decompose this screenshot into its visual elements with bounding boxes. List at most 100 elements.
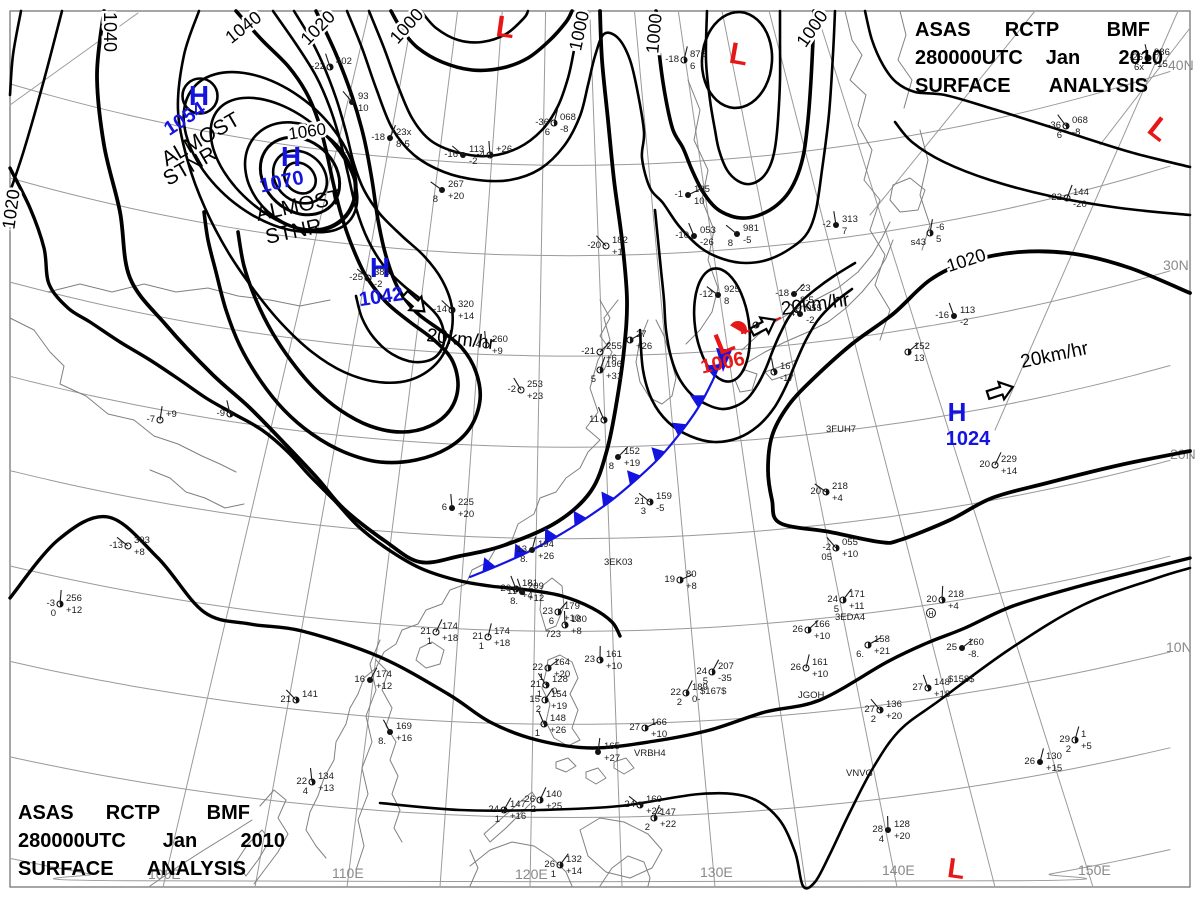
svg-text:+25: +25 [546, 801, 562, 812]
svg-text:27: 27 [629, 722, 640, 733]
svg-text:147: 147 [510, 799, 526, 810]
svg-text:+8: +8 [571, 626, 582, 637]
svg-text:6.: 6. [856, 649, 864, 660]
svg-text:218: 218 [948, 589, 964, 600]
svg-text:160: 160 [968, 637, 984, 648]
svg-text:-7: -7 [147, 414, 155, 425]
svg-text:SURFACE: SURFACE [915, 75, 1011, 97]
svg-text:313: 313 [842, 214, 858, 225]
svg-text:+20: +20 [886, 711, 902, 722]
svg-text:986: 986 [1154, 47, 1170, 58]
svg-text:174: 174 [442, 621, 458, 632]
svg-text:3: 3 [641, 506, 646, 517]
svg-text:1: 1 [479, 641, 484, 652]
svg-text:1040: 1040 [100, 12, 120, 52]
svg-text:+10: +10 [651, 729, 667, 740]
svg-text:+8: +8 [134, 547, 145, 558]
svg-text:148: 148 [934, 677, 950, 688]
svg-text:21: 21 [420, 626, 431, 637]
svg-text:1: 1 [1081, 729, 1086, 740]
svg-text:+10: +10 [812, 669, 828, 680]
svg-text:-18: -18 [775, 288, 789, 299]
svg-text:+13: +13 [318, 783, 334, 794]
svg-text:8: 8 [609, 461, 614, 472]
svg-text:1: 1 [427, 636, 432, 647]
svg-text:-2: -2 [374, 279, 382, 290]
svg-text:-8.: -8. [968, 649, 979, 660]
svg-text:+22: +22 [646, 806, 662, 817]
svg-text:181: 181 [522, 578, 538, 589]
svg-text:RCTP: RCTP [106, 802, 160, 824]
svg-text:-5: -5 [656, 503, 664, 514]
svg-text:8-5: 8-5 [800, 295, 814, 306]
svg-text:VRBH4: VRBH4 [634, 748, 666, 759]
svg-text:05: 05 [821, 552, 832, 563]
svg-text:1: 1 [539, 672, 544, 683]
svg-text:VNVG: VNVG [846, 768, 873, 779]
svg-text:+22: +22 [660, 819, 676, 830]
svg-text:3EDA4: 3EDA4 [835, 612, 865, 623]
svg-text:6: 6 [1057, 130, 1062, 141]
svg-text:160: 160 [646, 794, 662, 805]
svg-text:-36: -36 [535, 117, 549, 128]
svg-text:1: 1 [551, 869, 556, 880]
svg-text:876: 876 [690, 49, 706, 60]
svg-text:93: 93 [358, 91, 369, 102]
svg-text:21: 21 [530, 679, 541, 690]
svg-text:-20: -20 [1073, 199, 1087, 210]
svg-text:1: 1 [535, 728, 540, 739]
svg-text:+16: +16 [396, 733, 412, 744]
svg-text:-1: -1 [675, 189, 683, 200]
svg-text:8-5: 8-5 [396, 139, 410, 150]
svg-text:068: 068 [1072, 115, 1088, 126]
svg-text:L: L [946, 852, 967, 885]
svg-text:925: 925 [724, 284, 740, 295]
svg-text:148: 148 [550, 713, 566, 724]
svg-text:182: 182 [612, 235, 628, 246]
svg-text:+26: +26 [496, 144, 512, 155]
svg-text:-2: -2 [806, 315, 814, 326]
svg-text:+21: +21 [874, 646, 890, 657]
svg-text:0: 0 [51, 608, 56, 619]
svg-text:+26: +26 [538, 551, 554, 562]
svg-text:28: 28 [872, 824, 883, 835]
svg-text:132: 132 [566, 854, 582, 865]
svg-text:+8: +8 [686, 581, 697, 592]
svg-text:209: 209 [528, 581, 544, 592]
svg-text:30N: 30N [1163, 257, 1189, 273]
svg-text:+23: +23 [527, 391, 543, 402]
svg-text:1: 1 [495, 814, 500, 825]
svg-text:$158$: $158$ [948, 674, 975, 685]
svg-text:+26: +26 [550, 725, 566, 736]
svg-text:218: 218 [832, 481, 848, 492]
svg-text:L: L [1141, 111, 1176, 148]
svg-text:-9: -9 [217, 408, 225, 419]
svg-text:158: 158 [874, 634, 890, 645]
svg-text:+10: +10 [814, 631, 830, 642]
svg-text:+20: +20 [554, 669, 570, 680]
svg-text:7: 7 [842, 226, 847, 237]
svg-text:161: 161 [606, 649, 622, 660]
svg-text:+15: +15 [1046, 763, 1062, 774]
svg-text:+12: +12 [528, 593, 544, 604]
svg-text:26: 26 [792, 624, 803, 635]
svg-text:-2: -2 [960, 317, 968, 328]
svg-text:8.: 8. [510, 596, 518, 607]
svg-text:21: 21 [634, 496, 645, 507]
svg-text:-26: -26 [700, 237, 714, 248]
svg-text:194: 194 [538, 539, 554, 550]
svg-text:1000: 1000 [792, 6, 831, 50]
svg-text:-36: -36 [1047, 120, 1061, 131]
svg-text:-8: -8 [1072, 127, 1080, 138]
svg-text:L: L [727, 37, 751, 73]
svg-text:24: 24 [696, 666, 707, 677]
svg-text:068: 068 [560, 112, 576, 123]
svg-text:13: 13 [516, 544, 527, 555]
svg-text:-16: -16 [444, 149, 458, 160]
svg-text:2: 2 [677, 697, 682, 708]
svg-text:4: 4 [879, 834, 884, 845]
svg-text:H: H [370, 252, 390, 283]
svg-text:303: 303 [134, 535, 150, 546]
svg-text:136: 136 [886, 699, 902, 710]
svg-text:161: 161 [812, 657, 828, 668]
